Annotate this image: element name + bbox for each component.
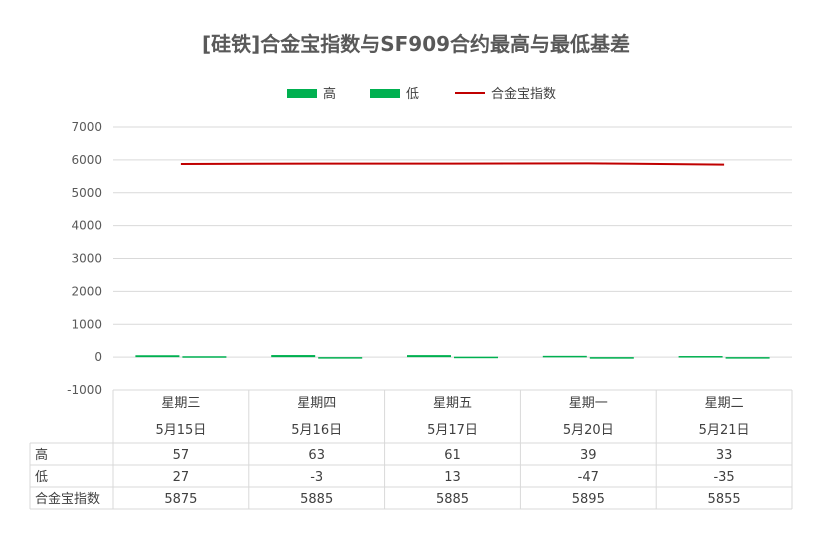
- index-line: [180, 162, 725, 166]
- data-label: -3: [310, 470, 323, 485]
- bar: [454, 356, 498, 359]
- bar: [182, 356, 227, 358]
- data-label: 57: [173, 448, 190, 463]
- data-label: 5885: [300, 492, 333, 507]
- data-label: 61: [444, 448, 461, 463]
- bar: [589, 357, 634, 359]
- y-tick-label: 1000: [71, 317, 102, 331]
- bar: [318, 357, 363, 359]
- x-tick-weekday: 星期三: [161, 396, 200, 411]
- y-tick-label: 6000: [71, 153, 102, 167]
- bar: [678, 356, 723, 358]
- data-label: 5895: [572, 492, 605, 507]
- legend-label: 合金宝指数: [491, 86, 556, 102]
- bar: [542, 355, 587, 358]
- x-tick-date: 5月20日: [563, 423, 614, 438]
- data-label: 63: [308, 448, 325, 463]
- table-row-label: 合金宝指数: [35, 491, 100, 507]
- bar: [271, 355, 316, 358]
- chart-title: [硅铁]合金宝指数与SF909合约最高与最低基差: [201, 32, 631, 56]
- data-label: 33: [716, 448, 733, 463]
- y-tick-label: 4000: [71, 219, 102, 233]
- y-tick-label: 7000: [71, 120, 102, 134]
- data-label: 39: [580, 448, 597, 463]
- table-row-label: 高: [35, 447, 48, 463]
- data-table: 星期三 5月15日 星期四 5月16日 星期五 5月17日 星期一 5月20日 星期二 5月21日…: [29, 389, 793, 510]
- index-line: [180, 162, 725, 166]
- x-tick-weekday: 星期四: [297, 396, 336, 411]
- x-tick-date: 5月16日: [291, 423, 342, 438]
- table-row-label: 低: [35, 470, 48, 485]
- data-label: 13: [444, 470, 461, 485]
- y-tick-label: -1000: [67, 383, 102, 397]
- data-label: 5885: [436, 492, 469, 507]
- data-label: -47: [578, 470, 599, 485]
- y-tick-label: 5000: [71, 186, 102, 200]
- x-tick-weekday: 星期五: [433, 396, 472, 411]
- y-axis-ticks: 7000 6000 5000 4000 3000 2000 1000 0 -1000: [67, 120, 102, 397]
- data-label: -35: [713, 470, 734, 485]
- x-tick-date: 5月17日: [427, 423, 478, 438]
- legend-swatch: [370, 89, 400, 98]
- legend-label: 低: [406, 87, 419, 102]
- x-tick-date: 5月15日: [155, 423, 206, 438]
- y-tick-label: 3000: [71, 252, 102, 266]
- data-label: 5875: [164, 492, 197, 507]
- legend: 高 低 合金宝指数: [287, 86, 556, 102]
- bar: [407, 355, 451, 358]
- y-tick-label: 0: [94, 350, 102, 364]
- data-label: 27: [173, 470, 190, 485]
- legend-label: 高: [323, 86, 336, 102]
- x-tick-weekday: 星期一: [569, 396, 608, 411]
- y-tick-label: 2000: [71, 284, 102, 298]
- bar: [135, 355, 180, 358]
- x-tick-weekday: 星期二: [705, 396, 744, 411]
- x-tick-date: 5月21日: [699, 423, 750, 438]
- bar: [725, 357, 770, 359]
- legend-swatch: [287, 89, 317, 98]
- gridlines: [113, 126, 792, 391]
- data-label: 5855: [708, 492, 741, 507]
- bars: [135, 355, 770, 359]
